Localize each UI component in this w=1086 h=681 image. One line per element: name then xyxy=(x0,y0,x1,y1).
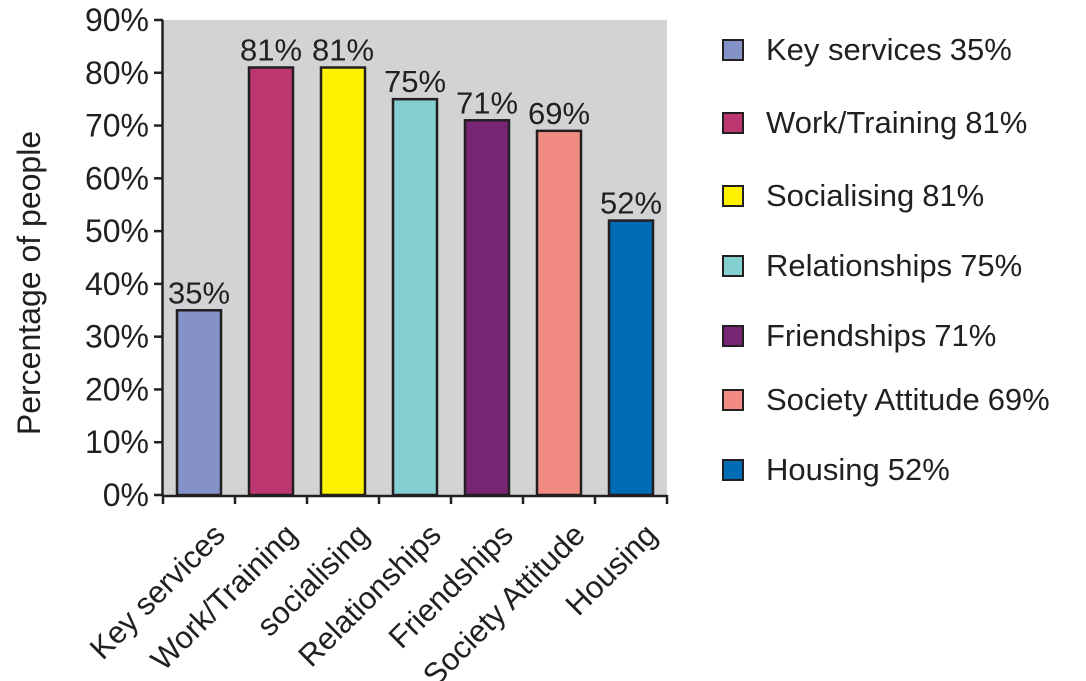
bar-value-label: 71% xyxy=(456,85,518,120)
y-tick-label: 90% xyxy=(85,2,149,38)
bar xyxy=(607,219,655,497)
legend-swatch xyxy=(722,255,744,277)
legend-item: Socialising 81% xyxy=(722,178,984,214)
y-tick-label: 30% xyxy=(85,319,149,355)
legend-value: 75% xyxy=(960,248,1023,283)
legend-item: Work/Training 81% xyxy=(722,105,1027,141)
y-tick-label: 40% xyxy=(85,266,149,302)
bar xyxy=(463,119,511,497)
legend-value: 35% xyxy=(949,32,1012,67)
legend-label: Key services xyxy=(766,32,942,67)
bar xyxy=(175,309,223,497)
y-tick-label: 50% xyxy=(85,213,149,249)
y-axis: 0% 10% 20% 30% 40% 50% 60% 70% 80% 90% xyxy=(85,2,164,513)
legend-swatch xyxy=(722,459,744,481)
y-tick-label: 0% xyxy=(103,477,149,513)
y-axis-title: Percentage of people xyxy=(11,131,47,435)
bar-value-label: 52% xyxy=(600,186,662,221)
bar xyxy=(247,66,295,497)
y-tick-label: 20% xyxy=(85,371,149,407)
y-tick-label: 60% xyxy=(85,160,149,196)
bar xyxy=(391,97,439,497)
legend-label: Housing xyxy=(766,452,880,487)
legend-value: 81% xyxy=(922,178,985,213)
legend-value: 52% xyxy=(887,452,950,487)
x-axis: Key servicesWork/TrainingsocialisingRela… xyxy=(83,494,669,681)
legend-swatch xyxy=(722,325,744,347)
legend-swatch xyxy=(722,112,744,134)
y-tick-label: 70% xyxy=(85,108,149,144)
legend-label: Socialising xyxy=(766,178,915,213)
bar-value-label: 69% xyxy=(528,96,590,131)
legend-item: Friendships 71% xyxy=(722,318,996,354)
legend-item: Key services 35% xyxy=(722,32,1012,68)
bar-value-label: 75% xyxy=(384,64,446,99)
bar-value-label: 81% xyxy=(240,33,302,68)
legend-label: Friendships xyxy=(766,318,927,353)
y-tick-label: 80% xyxy=(85,55,149,91)
bars xyxy=(175,66,655,497)
bar xyxy=(535,129,583,497)
bar xyxy=(319,66,367,497)
bar-value-label: 35% xyxy=(168,275,230,310)
legend-swatch xyxy=(722,185,744,207)
legend-swatch xyxy=(722,39,744,61)
legend-label: Work/Training xyxy=(766,105,958,140)
bar-value-label: 81% xyxy=(312,33,374,68)
legend-swatch xyxy=(722,389,744,411)
legend-label: Society Attitude xyxy=(766,382,980,417)
legend-item: Society Attitude 69% xyxy=(722,382,1050,418)
legend-value: 69% xyxy=(987,382,1050,417)
legend-item: Housing 52% xyxy=(722,452,950,488)
legend-label: Relationships xyxy=(766,248,953,283)
y-tick-label: 10% xyxy=(85,424,149,460)
legend-item: Relationships 75% xyxy=(722,248,1022,284)
legend-value: 71% xyxy=(934,318,997,353)
bar-value-labels: 35% 81% 81% 75% 71% 69% 52% xyxy=(168,33,662,311)
legend-value: 81% xyxy=(965,105,1028,140)
